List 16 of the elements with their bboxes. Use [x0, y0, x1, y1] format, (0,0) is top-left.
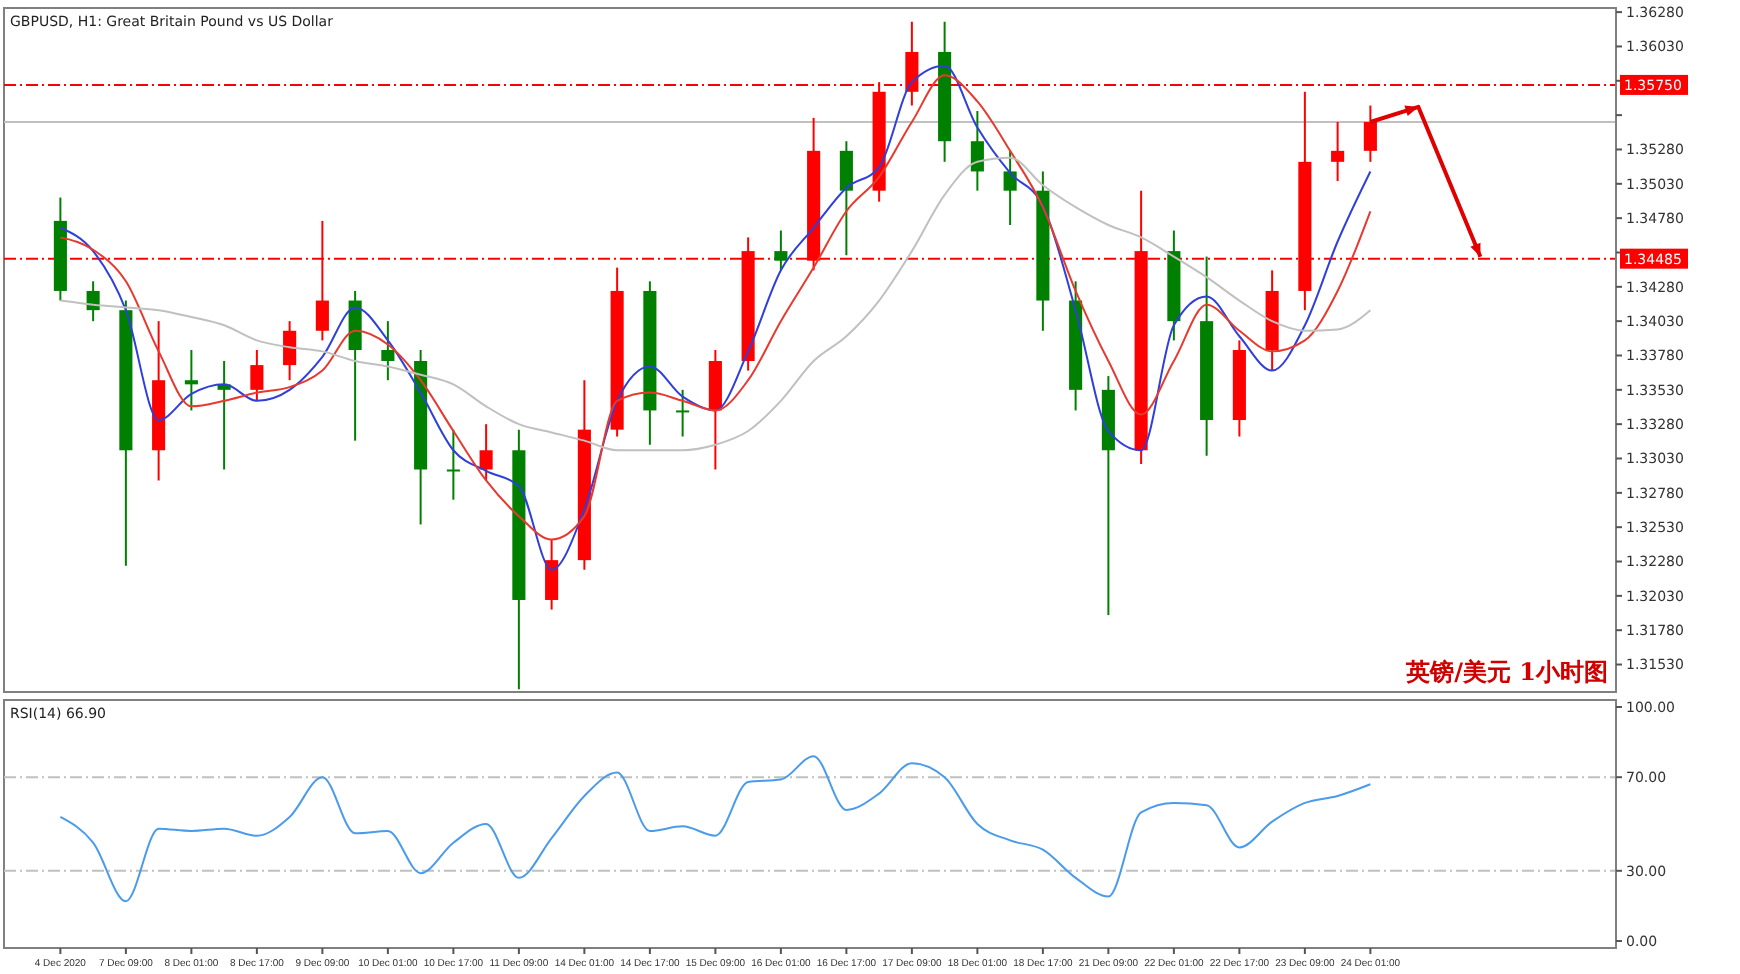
candlestick: [970, 110, 984, 192]
candlestick: [774, 229, 788, 272]
candlestick: [446, 428, 460, 501]
line-series: [59, 755, 1372, 903]
candlestick: [1003, 149, 1017, 227]
candlestick: [839, 140, 853, 257]
candlestick: [1331, 121, 1345, 183]
candlestick: [184, 349, 198, 412]
candlestick: [1363, 104, 1377, 163]
candlestick: [676, 388, 690, 438]
candlestick: [381, 320, 395, 382]
annotation: 英镑/美元 1小时图: [1404, 658, 1608, 686]
candlestick: [283, 320, 297, 382]
candlestick: [250, 349, 264, 402]
candlestick: [545, 538, 559, 611]
candlestick: [479, 423, 493, 482]
